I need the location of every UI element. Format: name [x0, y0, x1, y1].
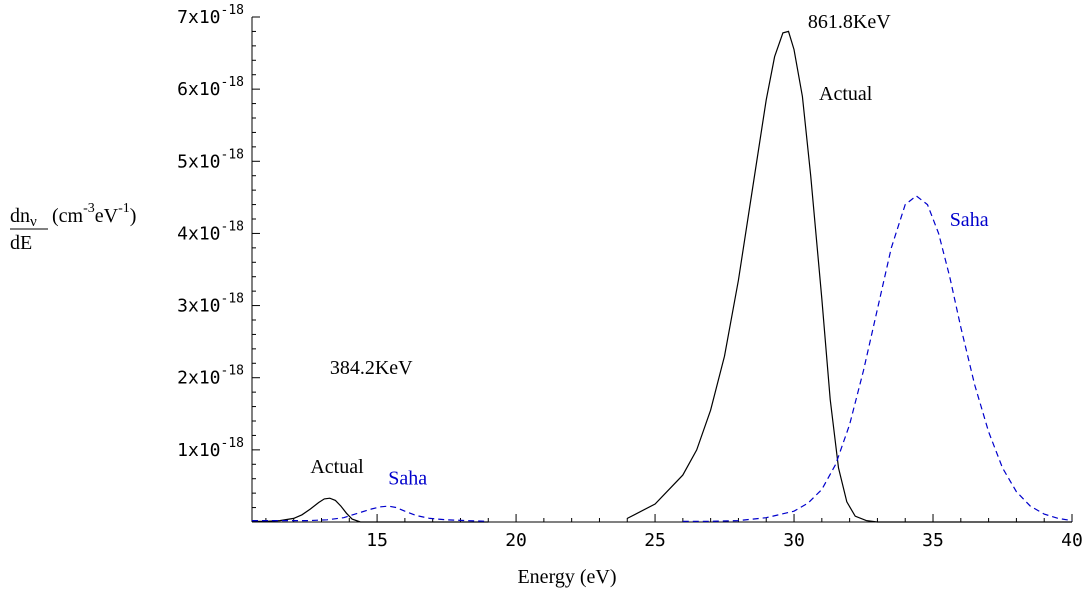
y-tick-label: 2x10-18	[177, 364, 244, 389]
x-tick-label: 30	[783, 530, 805, 551]
annotation-label: Saha	[950, 209, 989, 231]
annotation-layer: 861.8KeV Actual Saha 384.2KeV Actual Saha	[310, 11, 988, 490]
series-layer	[252, 30, 1073, 523]
y-tick-label: 3x10-18	[177, 292, 244, 317]
y-title-unit: (cm-3eV-1)	[52, 201, 136, 227]
y-axis: 1x10-18 2x10-18 3x10-18 4x10-18 5x10-18 6x10-…	[177, 3, 260, 522]
x-tick-label: 20	[505, 530, 527, 551]
y-title-numerator: dnν	[10, 205, 37, 230]
y-tick-label: 6x10-18	[177, 75, 244, 100]
y-tick-label: 7x10-18	[177, 3, 244, 28]
annotation-label: Actual	[310, 456, 364, 478]
y-title-denominator: dE	[10, 232, 32, 254]
x-axis-title: Energy (eV)	[517, 566, 616, 588]
y-tick-label: 4x10-18	[177, 219, 244, 244]
x-tick-label: 40	[1061, 530, 1083, 551]
series-line-saha-4	[682, 195, 1073, 522]
x-axis: 15 20 25 30 35 40	[252, 514, 1083, 551]
annotation-label: Saha	[388, 467, 427, 489]
annotation-label: 861.8KeV	[808, 11, 891, 33]
series-line-actual-1	[252, 497, 489, 523]
x-tick-label: 25	[644, 530, 666, 551]
x-tick-label: 15	[366, 530, 388, 551]
annotation-label: Actual	[819, 83, 873, 105]
y-axis-title: dnν dE (cm-3eV-1)	[10, 201, 136, 254]
x-tick-label: 35	[922, 530, 944, 551]
series-line-actual-3	[627, 30, 1072, 523]
series-line-saha-2	[252, 505, 489, 522]
annotation-label: 384.2KeV	[330, 357, 413, 379]
y-tick-label: 1x10-18	[177, 436, 244, 461]
y-tick-label: 5x10-18	[177, 147, 244, 172]
